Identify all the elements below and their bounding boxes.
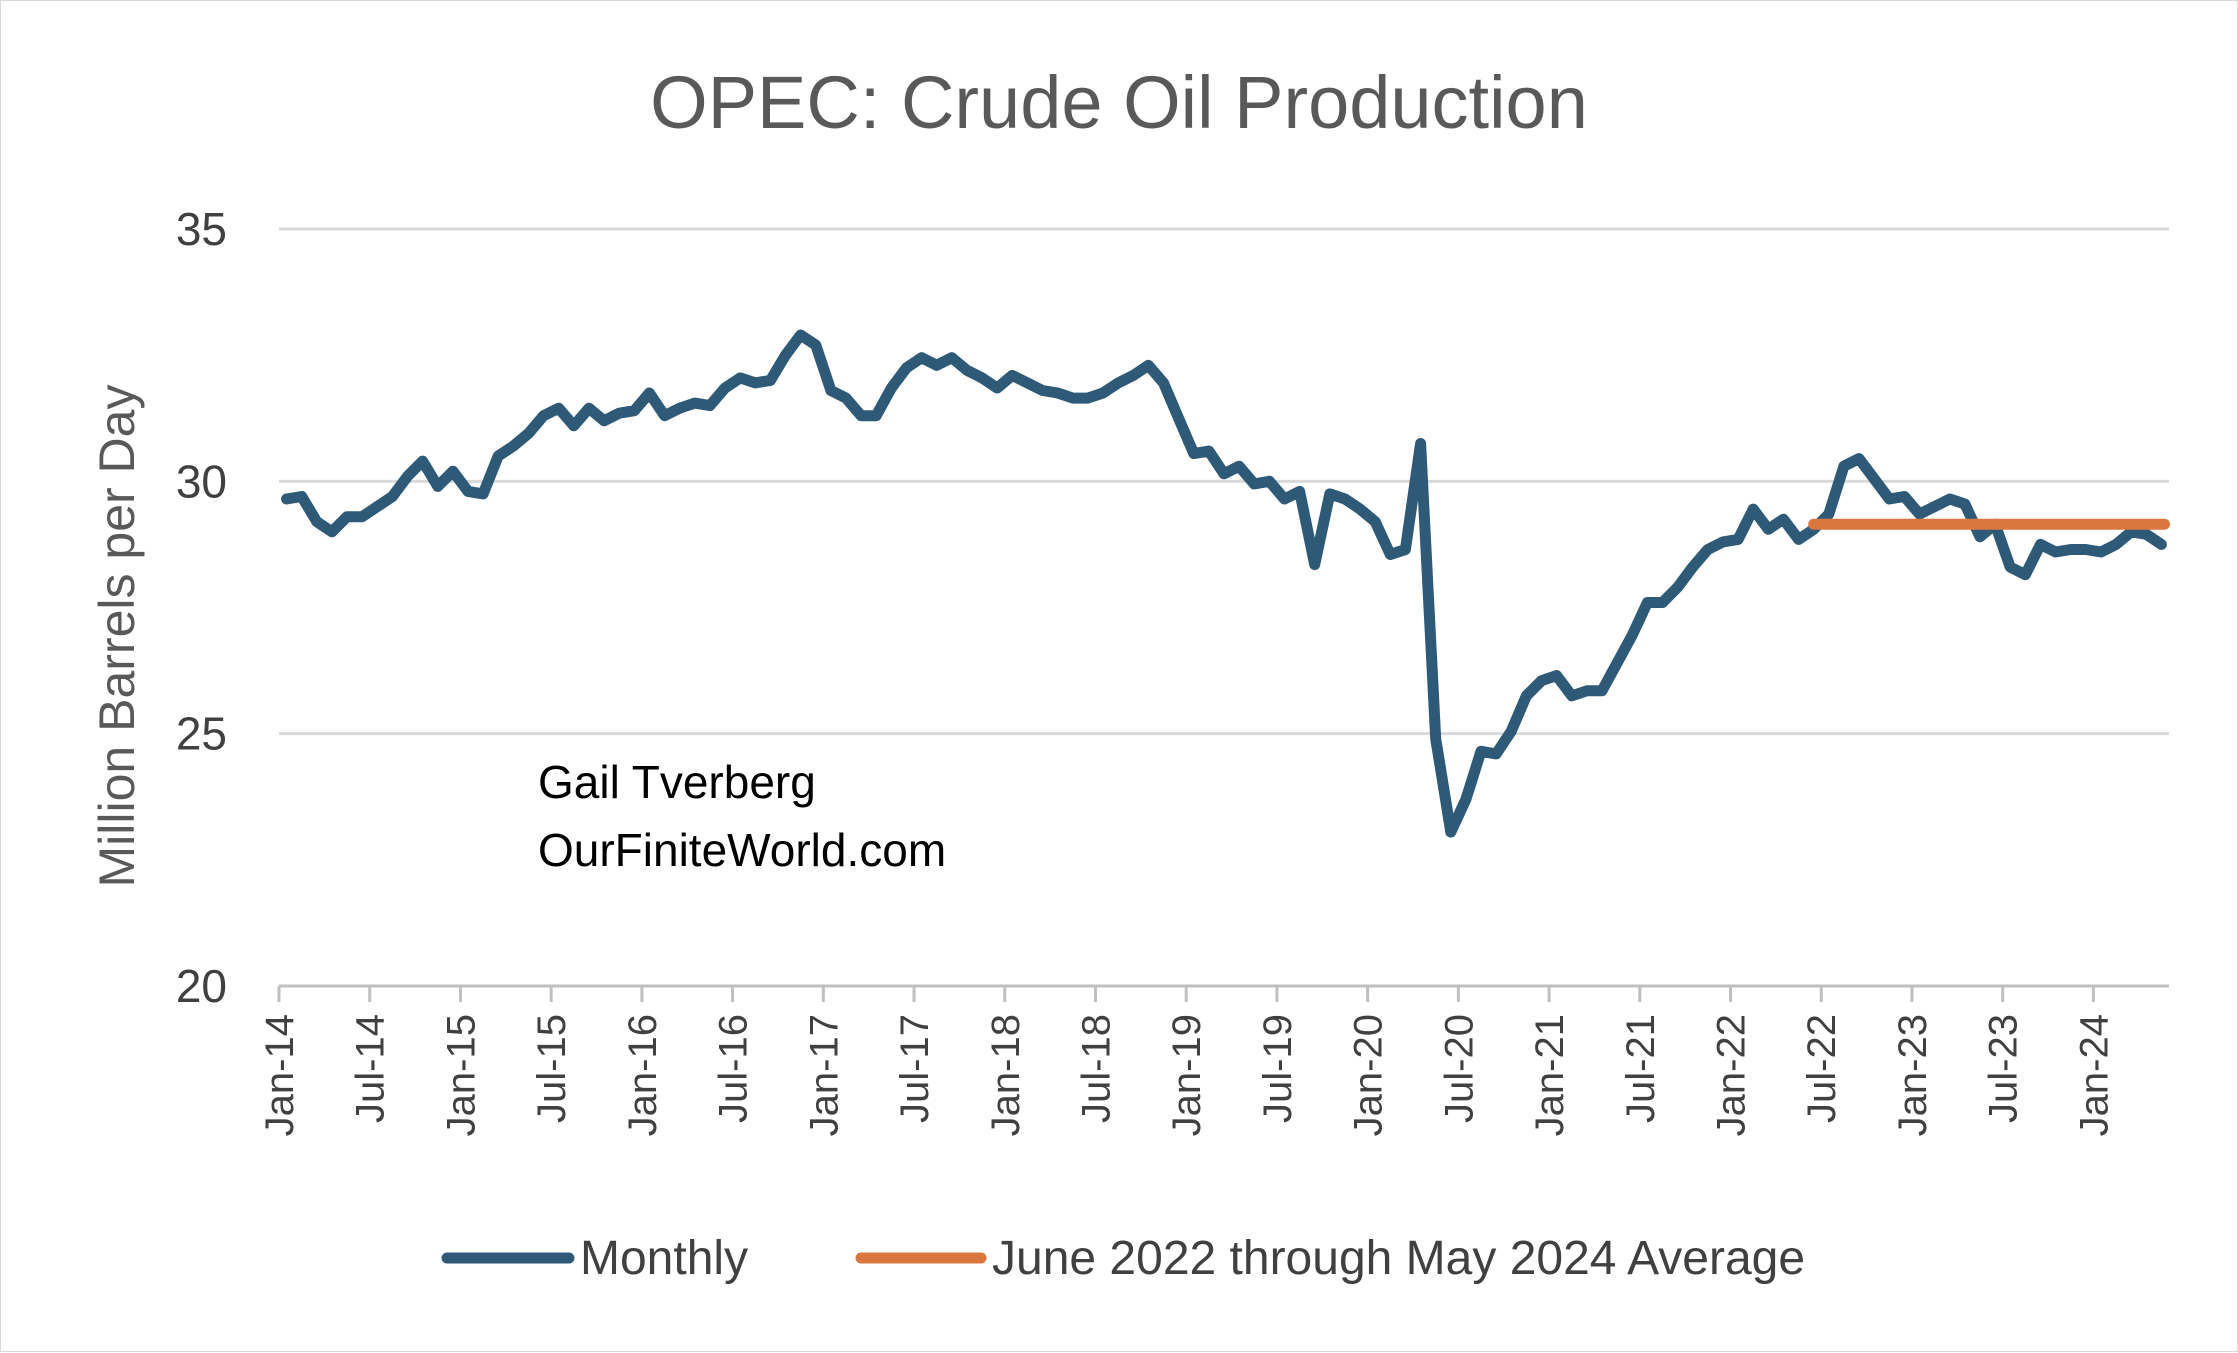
series-lines — [281, 329, 2170, 838]
gridlines — [279, 227, 2169, 736]
x-tick-label: Jul-19 — [1256, 1014, 1300, 1123]
x-tick-label: Jul-14 — [349, 1014, 393, 1123]
legend-label-monthly: Monthly — [580, 1232, 748, 1285]
author-annotation: Gail Tverberg — [538, 756, 816, 808]
x-tick-label: Jul-20 — [1437, 1014, 1481, 1123]
x-tick-label: Jan-22 — [1710, 1014, 1754, 1136]
x-tick-label: Jan-16 — [621, 1014, 665, 1136]
x-tick-label: Jan-23 — [1891, 1014, 1935, 1136]
chart-title: OPEC: Crude Oil Production — [650, 61, 1588, 144]
website-annotation: OurFiniteWorld.com — [538, 824, 946, 876]
y-axis-label: Million Barrels per Day — [89, 385, 145, 888]
x-tick-label: Jan-15 — [439, 1014, 483, 1136]
x-tick-label: Jan-20 — [1347, 1014, 1391, 1136]
x-tick-label: Jul-17 — [893, 1014, 937, 1123]
x-tick-label: Jan-18 — [984, 1014, 1028, 1136]
y-tick-label: 25 — [176, 708, 227, 760]
x-tick-label: Jan-21 — [1528, 1014, 1572, 1136]
x-tick-label: Jan-14 — [258, 1014, 302, 1136]
y-tick-label: 35 — [176, 203, 227, 255]
y-tick-label: 20 — [176, 960, 227, 1012]
x-axis — [277, 984, 2169, 1002]
x-tick-label: Jul-16 — [712, 1014, 756, 1123]
x-tick-label: Jan-24 — [2072, 1014, 2116, 1136]
x-tick-labels: Jan-14 Jul-14 Jan-15 Jul-15 Jan-16 Jul-16 Jan-… — [258, 1014, 2116, 1136]
x-tick-label: Jul-18 — [1074, 1014, 1118, 1123]
x-tick-label: Jul-21 — [1619, 1014, 1663, 1123]
x-tick-label: Jul-23 — [1982, 1014, 2026, 1123]
series-monthly-line — [281, 329, 2167, 838]
x-tick-label: Jan-19 — [1165, 1014, 1209, 1136]
legend: Monthly June 2022 through May 2024 Avera… — [441, 1232, 1805, 1285]
y-tick-label: 30 — [176, 455, 227, 507]
y-tick-labels: 20 25 30 35 — [176, 203, 227, 1012]
x-tick-label: Jan-17 — [802, 1014, 846, 1136]
legend-label-average: June 2022 through May 2024 Average — [992, 1232, 1805, 1285]
x-tick-label: Jul-22 — [1800, 1014, 1844, 1123]
x-tick-label: Jul-15 — [530, 1014, 574, 1123]
